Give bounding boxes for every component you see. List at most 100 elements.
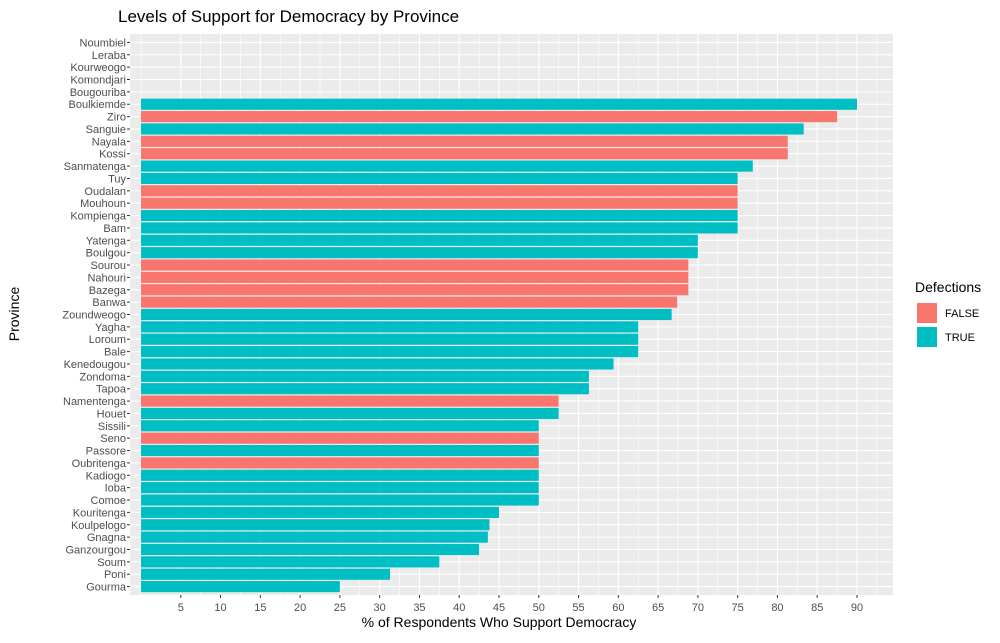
x-tick-label: 70	[692, 602, 704, 614]
bar	[141, 346, 639, 358]
y-tick-label: Ganzourgou	[65, 544, 126, 556]
y-tick-label: Sissili	[98, 421, 126, 433]
x-tick-label: 55	[572, 602, 584, 614]
y-tick-label: Oubritenga	[72, 458, 127, 470]
y-tick-label: Leraba	[92, 50, 127, 62]
bar	[141, 271, 689, 283]
legend-title: Defections	[915, 279, 981, 295]
bar	[141, 296, 678, 308]
bar	[141, 568, 391, 580]
bar	[141, 135, 788, 147]
x-tick-label: 45	[493, 602, 505, 614]
x-tick-label: 65	[652, 602, 664, 614]
x-tick-label: 40	[453, 602, 465, 614]
y-tick-label: Kossi	[99, 149, 126, 161]
y-tick-label: Yagha	[95, 322, 127, 334]
x-tick-label: 50	[533, 602, 545, 614]
x-tick-label: 60	[612, 602, 624, 614]
bar	[141, 494, 539, 506]
y-tick-label: Boulgou	[86, 248, 126, 260]
bar	[141, 519, 490, 531]
x-tick-label: 30	[374, 602, 386, 614]
y-tick-label: Soum	[97, 557, 126, 569]
x-tick-label: 90	[851, 602, 863, 614]
y-tick-label: Yatenga	[86, 235, 127, 247]
y-tick-label: Nayala	[92, 136, 127, 148]
bar	[141, 172, 738, 185]
bar	[141, 370, 589, 382]
x-tick-label: 25	[334, 602, 346, 614]
x-axis-ticks: 5 10 15 20 25 30 35 40 45 50 55 60 65 70 75 80 85 90	[178, 595, 863, 614]
bar	[141, 234, 698, 246]
x-tick-label: 10	[214, 602, 226, 614]
y-tick-label: Loroum	[89, 334, 126, 346]
y-tick-label: Ioba	[105, 483, 127, 495]
x-tick-label: 75	[732, 602, 744, 614]
legend-key-false	[917, 303, 937, 323]
bar	[141, 98, 857, 110]
x-tick-label: 20	[294, 602, 306, 614]
bar	[141, 432, 539, 444]
y-tick-label: Sanguie	[86, 124, 126, 136]
y-tick-label: Sanmatenga	[64, 161, 127, 173]
bar	[141, 222, 738, 234]
legend-key-true	[917, 327, 937, 347]
y-tick-label: Tuy	[108, 173, 126, 185]
y-axis-ticks: NoumbielLerabaKourweogoKomondjariBougour…	[62, 37, 130, 594]
bar	[141, 482, 539, 494]
y-tick-label: Nahouri	[87, 272, 126, 284]
y-tick-label: Namentenga	[63, 396, 127, 408]
y-tick-label: Kenedougou	[64, 359, 126, 371]
bar	[141, 556, 440, 568]
y-tick-label: Zondoma	[80, 371, 127, 383]
y-tick-label: Bam	[103, 223, 126, 235]
y-tick-label: Bazega	[89, 285, 127, 297]
y-tick-label: Gnagna	[87, 532, 127, 544]
legend-label-false: FALSE	[945, 308, 979, 320]
y-tick-label: Seno	[100, 433, 126, 445]
bar	[141, 333, 639, 345]
y-tick-label: Mouhoun	[80, 198, 126, 210]
bar	[141, 358, 614, 370]
y-tick-label: Boulkiemde	[69, 99, 126, 111]
legend-label-true: TRUE	[945, 332, 975, 344]
y-tick-label: Komondjari	[70, 75, 126, 87]
y-tick-label: Noumbiel	[80, 37, 126, 49]
x-axis-title: % of Respondents Who Support Democracy	[362, 614, 637, 630]
bar-layer	[141, 98, 857, 593]
bar	[141, 209, 738, 222]
bar	[141, 247, 698, 259]
x-tick-label: 5	[178, 602, 184, 614]
y-tick-label: Kourweogo	[70, 62, 126, 74]
bar	[141, 581, 340, 593]
y-tick-label: Gourma	[86, 582, 127, 594]
bar	[141, 321, 639, 333]
y-axis-title: Province	[6, 287, 22, 342]
x-tick-label: 80	[771, 602, 783, 614]
bar	[141, 259, 689, 271]
chart-title: Levels of Support for Democracy by Provi…	[118, 7, 459, 26]
x-tick-label: 35	[413, 602, 425, 614]
legend: Defections FALSE TRUE	[915, 279, 981, 347]
bar	[141, 457, 539, 469]
bar	[141, 444, 539, 457]
y-tick-label: Zoundweogo	[62, 310, 126, 322]
y-tick-label: Ziro	[107, 112, 126, 124]
bar	[141, 148, 788, 160]
bar	[141, 197, 738, 209]
bar	[141, 395, 559, 407]
x-tick-label: 85	[811, 602, 823, 614]
bar	[141, 111, 838, 123]
bar	[141, 407, 559, 420]
y-tick-label: Kompienga	[70, 211, 127, 223]
y-tick-label: Comoe	[91, 495, 126, 507]
y-tick-label: Oudalan	[84, 186, 126, 198]
bar	[141, 185, 738, 197]
bar	[141, 506, 499, 518]
bar	[141, 469, 539, 481]
y-tick-label: Koulpelogo	[71, 520, 126, 532]
bar	[141, 123, 804, 135]
y-tick-label: Passore	[86, 446, 126, 458]
